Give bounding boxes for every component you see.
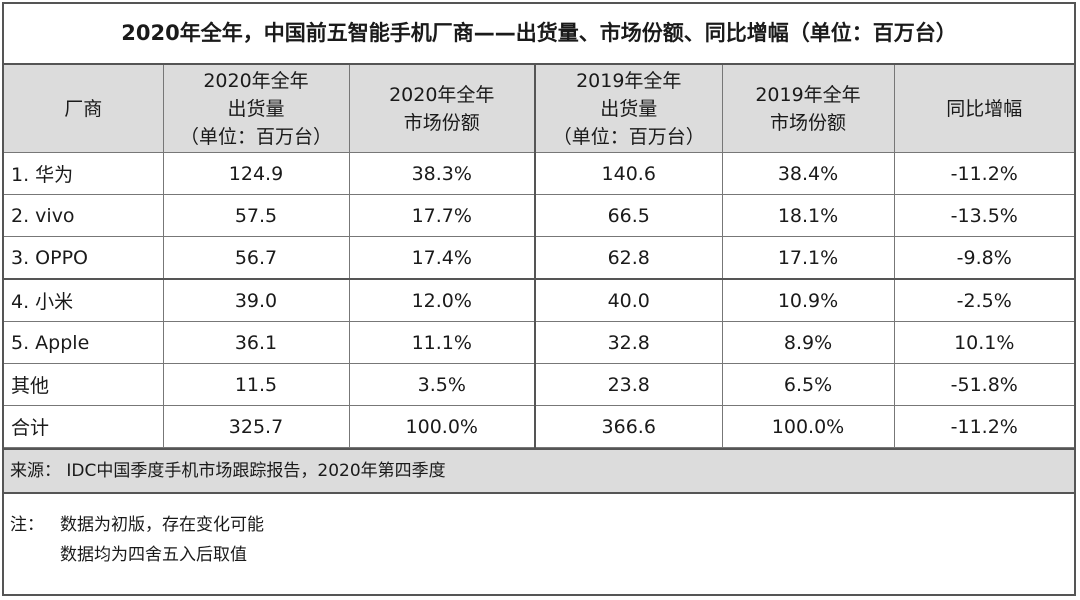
table-row: 合计 325.7 100.0% 366.6 100.0% -11.2% <box>4 405 1074 448</box>
table-row: 其他 11.5 3.5% 23.8 6.5% -51.8% <box>4 363 1074 406</box>
column-header-line: 市场份额 <box>403 111 480 134</box>
value-cell: -51.8% <box>894 363 1074 406</box>
value-cell: 38.4% <box>722 152 895 195</box>
column-header-line: 2020年全年 <box>389 83 495 106</box>
column-header-line: 出货量 <box>227 97 285 120</box>
column-header-line: 市场份额 <box>769 111 846 134</box>
note-line: 数据为初版，存在变化可能 <box>60 515 264 535</box>
column-header: 同比增幅 <box>894 65 1074 153</box>
value-cell: 366.6 <box>534 405 723 448</box>
vendor-cell: 其他 <box>4 363 164 406</box>
value-cell: 38.3% <box>349 152 536 195</box>
vendor-cell: 5. Apple <box>4 321 164 364</box>
value-cell: 18.1% <box>722 194 895 237</box>
value-cell: 3.5% <box>349 363 536 406</box>
header-row: 厂商 2020年全年 出货量 （单位：百万台） 2020年全年 市场份额 2019年全年 出货… <box>4 65 1074 153</box>
value-cell: 325.7 <box>163 405 350 448</box>
value-cell: -9.8% <box>894 236 1074 280</box>
value-cell: 17.7% <box>349 194 536 237</box>
column-header: 2020年全年 市场份额 <box>349 65 536 153</box>
value-cell: 57.5 <box>163 194 350 237</box>
column-header-line: 出货量 <box>600 97 658 120</box>
vendor-cell: 2. vivo <box>4 194 164 237</box>
table-row: 3. OPPO 56.7 17.4% 62.8 17.1% -9.8% <box>4 236 1074 280</box>
value-cell: 140.6 <box>534 152 723 195</box>
value-cell: 17.1% <box>722 236 895 280</box>
value-cell: -11.2% <box>894 405 1074 448</box>
value-cell: 32.8 <box>534 321 723 364</box>
notes-lines: 数据为初版，存在变化可能 数据均为四舍五入后取值 <box>60 510 264 570</box>
value-cell: 36.1 <box>163 321 350 364</box>
column-header-line: 2020年全年 <box>203 69 309 92</box>
value-cell: 8.9% <box>722 321 895 364</box>
column-header: 厂商 <box>4 65 164 153</box>
value-cell: -13.5% <box>894 194 1074 237</box>
value-cell: 100.0% <box>722 405 895 448</box>
column-header-line: 厂商 <box>64 97 103 120</box>
column-header: 2019年全年 出货量 （单位：百万台） <box>534 65 723 153</box>
column-header: 2019年全年 市场份额 <box>722 65 895 153</box>
column-header-line: 2019年全年 <box>755 83 861 106</box>
value-cell: 40.0 <box>534 278 723 322</box>
vendor-cell: 合计 <box>4 405 164 448</box>
notes-label: 注： <box>10 515 44 535</box>
table-row: 5. Apple 36.1 11.1% 32.8 8.9% 10.1% <box>4 321 1074 364</box>
column-header-line: （单位：百万台） <box>552 125 705 148</box>
value-cell: -2.5% <box>894 278 1074 322</box>
value-cell: 56.7 <box>163 236 350 280</box>
value-cell: 124.9 <box>163 152 350 195</box>
data-table: 厂商 2020年全年 出货量 （单位：百万台） 2020年全年 市场份额 2019年全年 出货… <box>4 65 1074 448</box>
column-header: 2020年全年 出货量 （单位：百万台） <box>163 65 350 153</box>
table-row: 1. 华为 124.9 38.3% 140.6 38.4% -11.2% <box>4 152 1074 195</box>
value-cell: 17.4% <box>349 236 536 280</box>
value-cell: 39.0 <box>163 278 350 322</box>
value-cell: 12.0% <box>349 278 536 322</box>
column-header-line: 同比增幅 <box>946 97 1023 120</box>
value-cell: 6.5% <box>722 363 895 406</box>
value-cell: 11.5 <box>163 363 350 406</box>
vendor-cell: 1. 华为 <box>4 152 164 195</box>
value-cell: 11.1% <box>349 321 536 364</box>
value-cell: 66.5 <box>534 194 723 237</box>
value-cell: 23.8 <box>534 363 723 406</box>
table-row: 2. vivo 57.5 17.7% 66.5 18.1% -13.5% <box>4 194 1074 237</box>
table-row: 4. 小米 39.0 12.0% 40.0 10.9% -2.5% <box>4 278 1074 322</box>
table-body: 1. 华为 124.9 38.3% 140.6 38.4% -11.2% 2. vivo 57… <box>4 152 1074 448</box>
value-cell: 100.0% <box>349 405 536 448</box>
value-cell: -11.2% <box>894 152 1074 195</box>
vendor-cell: 3. OPPO <box>4 236 164 280</box>
chart-title: 2020年全年，中国前五智能手机厂商——出货量、市场份额、同比增幅（单位：百万台… <box>4 4 1074 65</box>
value-cell: 62.8 <box>534 236 723 280</box>
value-cell: 10.1% <box>894 321 1074 364</box>
note-line: 数据均为四舍五入后取值 <box>60 545 247 565</box>
value-cell: 10.9% <box>722 278 895 322</box>
vendor-cell: 4. 小米 <box>4 278 164 322</box>
column-header-line: 2019年全年 <box>576 69 682 92</box>
column-header-line: （单位：百万台） <box>179 125 332 148</box>
notes: 注： 数据为初版，存在变化可能 数据均为四舍五入后取值 <box>4 494 1074 570</box>
source-line: 来源： IDC中国季度手机市场跟踪报告，2020年第四季度 <box>4 448 1074 494</box>
